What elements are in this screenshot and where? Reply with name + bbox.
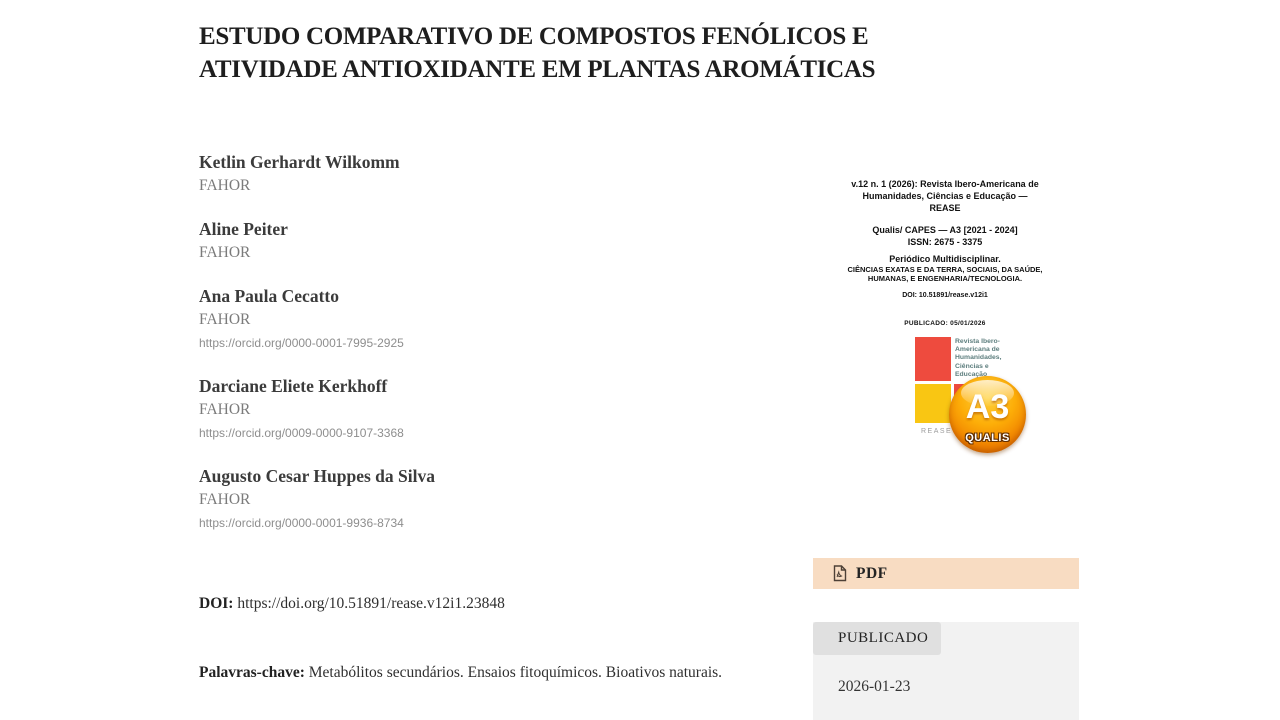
cover-doi-line: DOI: 10.51891/rease.v12i1 — [902, 292, 988, 299]
issue-cover-image[interactable]: v.12 n. 1 (2026): Revista Ibero-American… — [845, 170, 1045, 466]
author-name: Augusto Cesar Huppes da Silva — [199, 466, 435, 486]
doi-section: DOI: https://doi.org/10.51891/rease.v12i… — [199, 595, 505, 613]
cover-published-line: PUBLICADO: 05/01/2026 — [904, 320, 986, 327]
author-entry: Aline Peiter FAHOR — [199, 218, 719, 265]
cover-type-line: Periódico Multidisciplinar. — [889, 254, 1001, 264]
pdf-download-button[interactable]: PDF — [813, 558, 1079, 589]
author-affiliation: FAHOR — [199, 491, 251, 508]
keywords-text: Metabólitos secundários. Ensaios fitoquí… — [308, 664, 723, 681]
qualis-badge-label: QUALIS — [965, 432, 1010, 444]
author-affiliation: FAHOR — [199, 177, 251, 194]
cover-areas-line: CIÊNCIAS EXATAS E DA TERRA, SOCIAIS, DA … — [847, 265, 1043, 283]
author-entry: Ketlin Gerhardt Wilkomm FAHOR — [199, 151, 719, 198]
pdf-file-icon — [833, 565, 847, 582]
keywords-label: Palavras-chave: — [199, 664, 305, 681]
keywords-section: Palavras-chave: Metabólitos secundários.… — [199, 660, 764, 686]
author-name: Ketlin Gerhardt Wilkomm — [199, 152, 400, 172]
published-panel-header: PUBLICADO — [813, 622, 941, 655]
rease-logo-text: Revista Ibero-Americana de Humanidades, … — [955, 338, 1002, 378]
rease-logo-yellow-square — [915, 384, 951, 423]
rease-logo-caption: REASE — [921, 428, 953, 435]
author-affiliation: FAHOR — [199, 311, 251, 328]
doi-link[interactable]: https://doi.org/10.51891/rease.v12i1.238… — [237, 595, 505, 612]
author-name: Ana Paula Cecatto — [199, 286, 339, 306]
rease-logo-red-square — [915, 337, 951, 381]
cover-qualis-issn: Qualis/ CAPES — A3 [2021 - 2024] ISSN: 2… — [845, 224, 1045, 248]
qualis-a3-badge: A3 QUALIS — [949, 376, 1026, 453]
author-entry: Darciane Eliete Kerkhoff FAHOR https://o… — [199, 375, 719, 443]
cover-issue-title: v.12 n. 1 (2026): Revista Ibero-American… — [851, 179, 1039, 213]
author-orcid-link[interactable]: https://orcid.org/0000-0001-7995-2925 — [199, 336, 404, 350]
author-name: Aline Peiter — [199, 219, 288, 239]
author-entry: Augusto Cesar Huppes da Silva FAHOR http… — [199, 465, 719, 533]
author-affiliation: FAHOR — [199, 244, 251, 261]
qualis-grade-text: A3 — [965, 388, 1010, 426]
published-date: 2026-01-23 — [838, 678, 911, 695]
author-orcid-link[interactable]: https://orcid.org/0009-0000-9107-3368 — [199, 426, 404, 440]
author-orcid-link[interactable]: https://orcid.org/0000-0001-9936-8734 — [199, 516, 404, 530]
pdf-button-label: PDF — [856, 564, 888, 582]
author-entry: Ana Paula Cecatto FAHOR https://orcid.or… — [199, 285, 719, 353]
published-heading: PUBLICADO — [838, 630, 929, 646]
page-title: ESTUDO COMPARATIVO DE COMPOSTOS FENÓLICO… — [199, 23, 876, 83]
published-panel: PUBLICADO 2026-01-23 — [813, 622, 1079, 720]
cover-issn-line: ISSN: 2675 - 3375 — [907, 237, 983, 247]
author-name: Darciane Eliete Kerkhoff — [199, 376, 388, 396]
cover-qualis-line: Qualis/ CAPES — A3 [2021 - 2024] — [872, 225, 1018, 235]
author-affiliation: FAHOR — [199, 401, 251, 418]
doi-label: DOI: — [199, 595, 234, 612]
